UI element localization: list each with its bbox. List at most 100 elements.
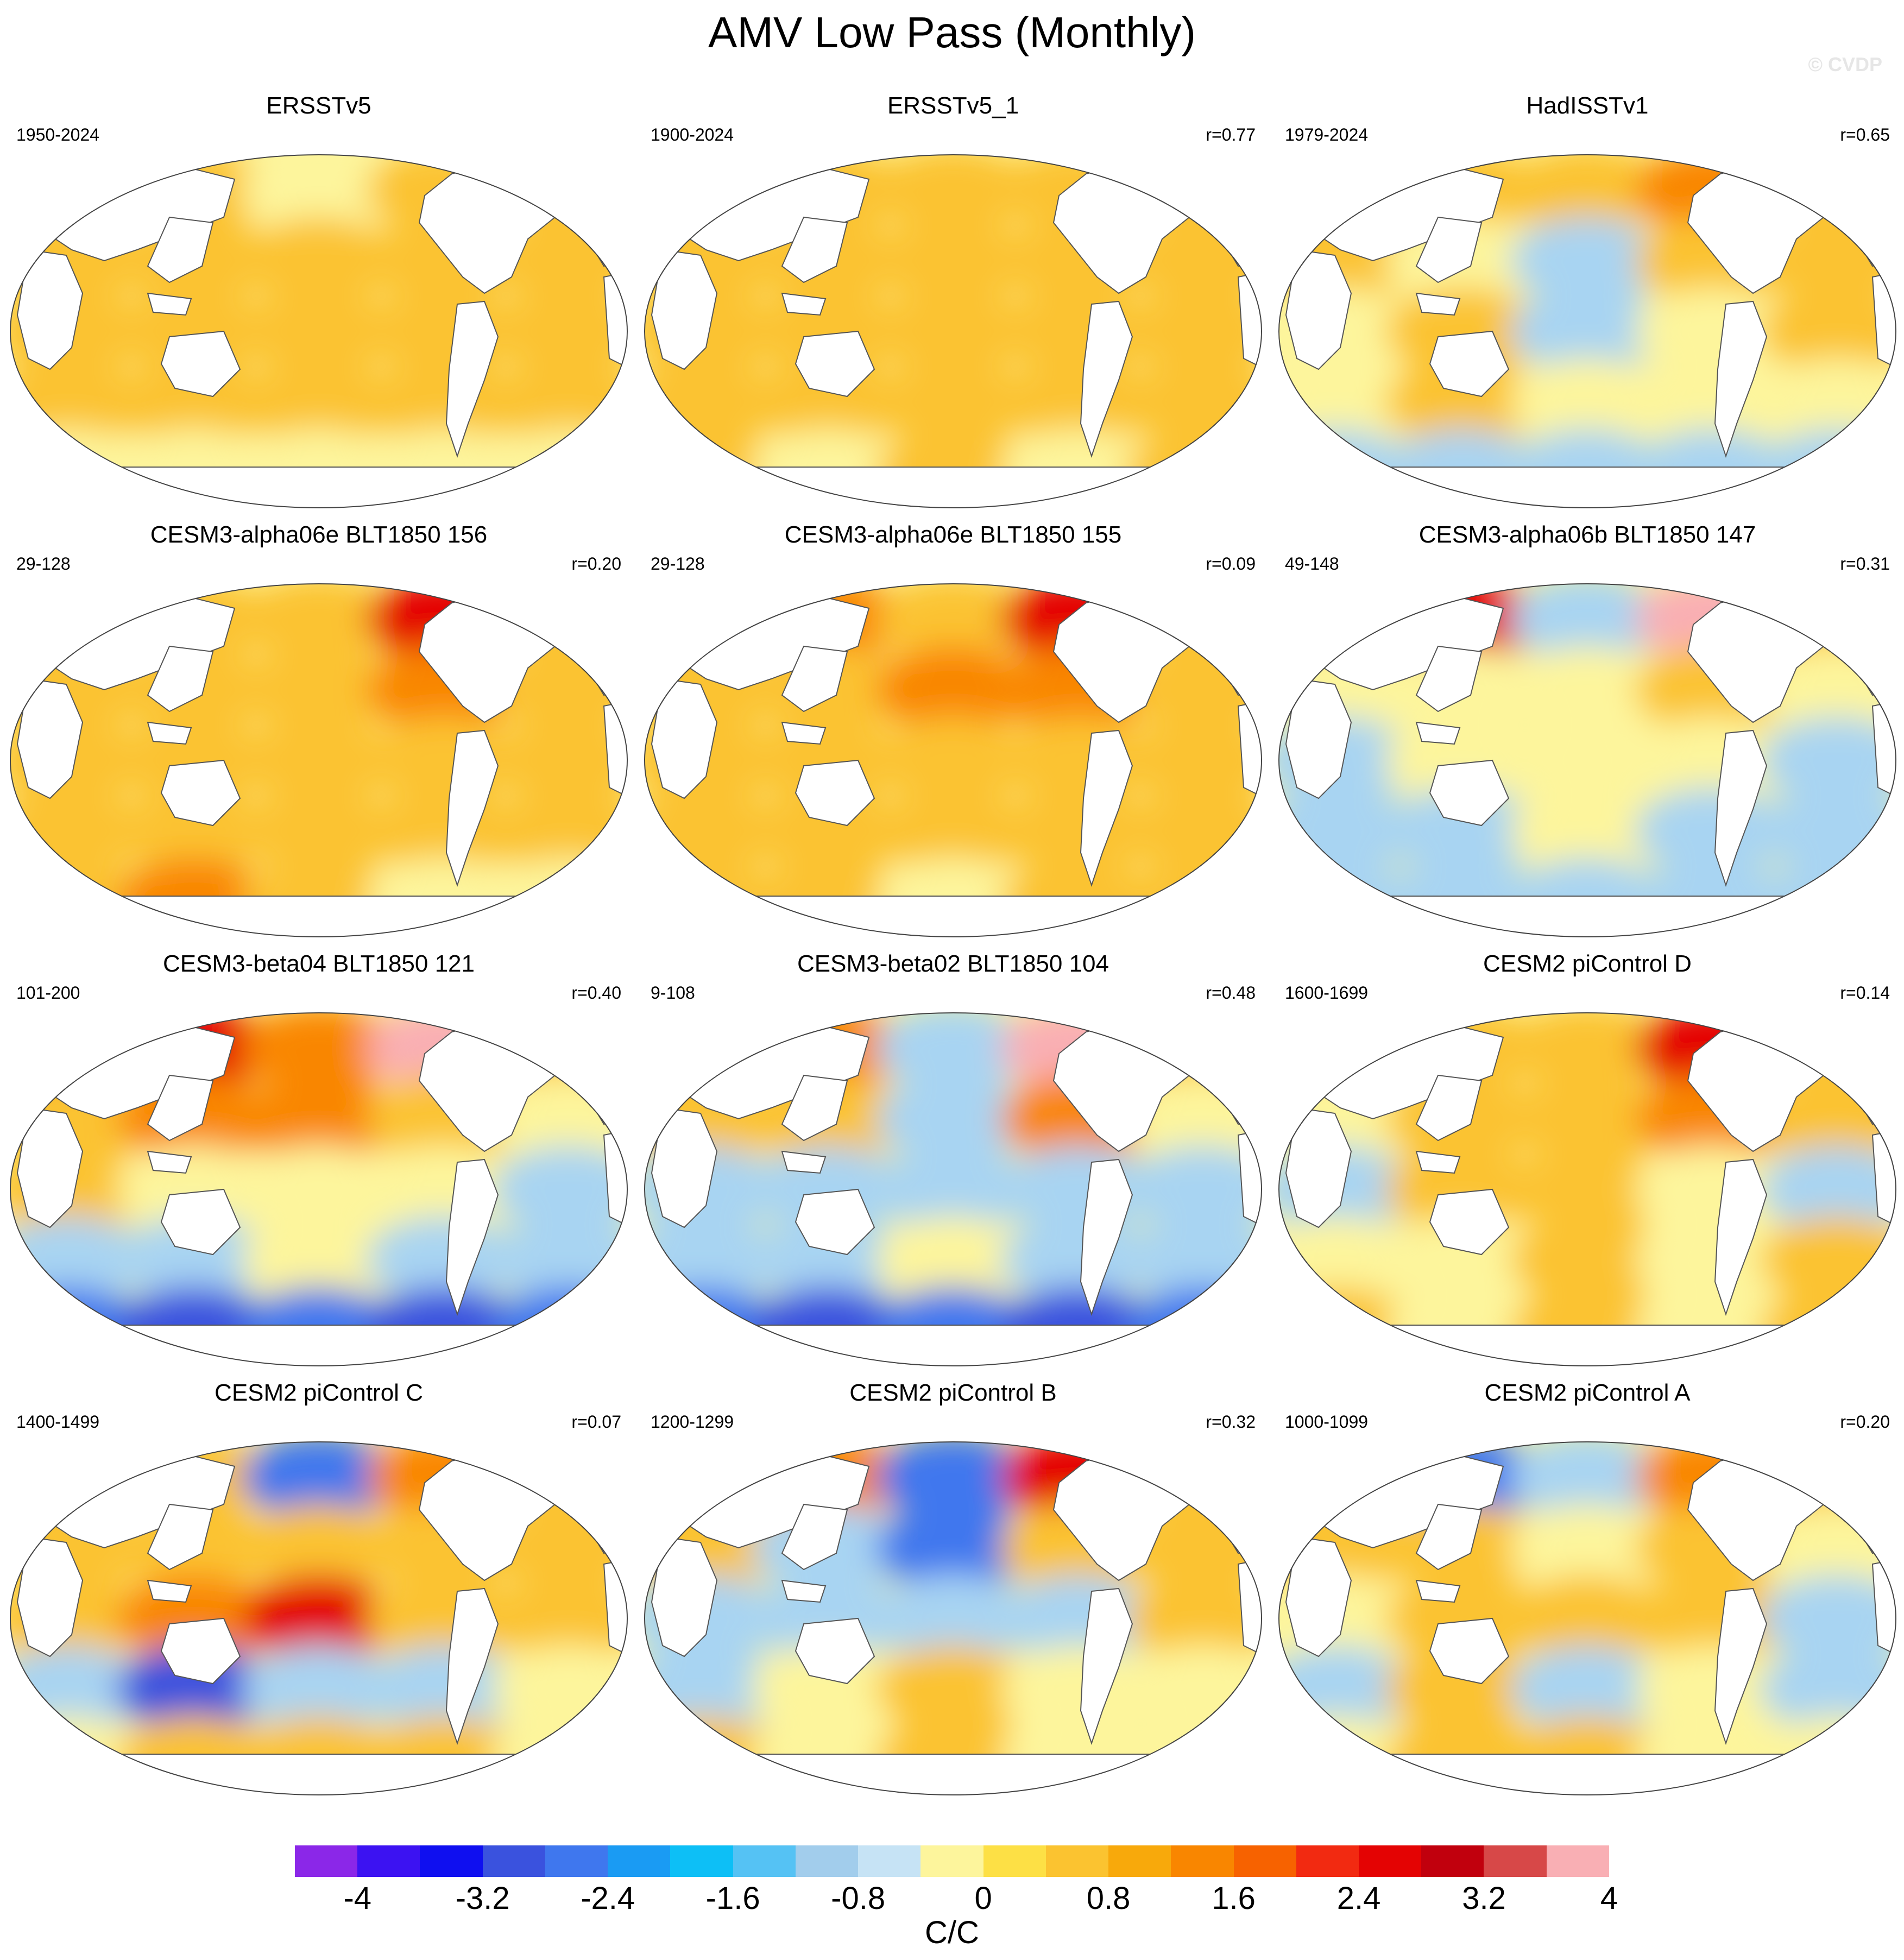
globe-outline	[1278, 583, 1896, 937]
land-mass	[1415, 645, 1483, 713]
anomaly-region	[875, 584, 1031, 663]
land-mass	[1279, 896, 1896, 937]
land-mass	[795, 1188, 875, 1256]
anomaly-region	[1510, 1216, 1665, 1304]
panel-period: 1600-1699	[1285, 983, 1369, 1003]
land-mass	[651, 1536, 718, 1658]
colorbar-swatch	[1045, 1845, 1109, 1877]
land-mass	[1279, 1325, 1896, 1366]
land-mass	[781, 1579, 827, 1603]
anomaly-region	[1510, 155, 1665, 234]
anomaly-region	[875, 1216, 1031, 1304]
land-mass	[1429, 1188, 1510, 1256]
colorbar-swatch	[1296, 1845, 1359, 1877]
panel-title: ERSSTv5	[266, 92, 371, 119]
land-mass	[527, 584, 578, 623]
land-mass	[1285, 1536, 1352, 1658]
land-mass	[160, 759, 241, 827]
land-mass	[445, 1158, 499, 1316]
colorbar-swatch	[545, 1845, 608, 1877]
anomaly-region	[1510, 217, 1665, 305]
land-mass	[147, 1503, 214, 1571]
colorbar-ticks: -4 -3.2 -2.4 -1.6 -0.8 0 0.8 1.6 2.4 3.2 4	[295, 1880, 1618, 1918]
colorbar-swatch	[1421, 1845, 1484, 1877]
anomaly-region	[751, 1645, 906, 1733]
land-mass	[1285, 1107, 1352, 1228]
land-mass	[1080, 300, 1133, 458]
land-mass	[527, 1442, 578, 1481]
global-map	[1278, 583, 1896, 937]
land-mass	[10, 1325, 627, 1366]
land-mass	[1795, 1442, 1846, 1481]
panel-title: CESM3-beta04 BLT1850 121	[163, 950, 475, 977]
land-mass	[1415, 292, 1461, 316]
map-panel: ERSSTv5 1950-2024	[7, 92, 631, 521]
anomaly-region	[875, 155, 1031, 234]
land-mass	[10, 896, 627, 937]
anomaly-region	[875, 217, 1031, 305]
anomaly-region	[1510, 787, 1665, 875]
anomaly-region	[241, 1574, 396, 1662]
global-map	[10, 1441, 628, 1795]
anomaly-region	[751, 1216, 906, 1304]
globe-outline	[10, 154, 628, 508]
land-mass	[1415, 1579, 1461, 1603]
land-mass	[1714, 300, 1768, 458]
globe-outline	[1278, 1441, 1896, 1795]
land-mass	[651, 249, 718, 370]
anomaly-region	[241, 155, 396, 234]
sst-anomaly-field	[645, 155, 1262, 508]
anomaly-region	[241, 1216, 396, 1304]
anomaly-region	[116, 787, 272, 875]
anomaly-region	[1510, 1075, 1665, 1163]
panel-title: ERSSTv5_1	[887, 92, 1019, 119]
anomaly-region	[751, 787, 906, 875]
map-panel: HadISSTv1 1979-2024 r=0.65	[1275, 92, 1900, 521]
panel-correlation: r=0.07	[571, 1412, 621, 1432]
land-mass	[160, 330, 241, 398]
sst-anomaly-field	[10, 155, 627, 508]
panel-period: 1400-1499	[16, 1412, 100, 1432]
anomaly-region	[1510, 1574, 1665, 1662]
panel-title: CESM3-alpha06e BLT1850 156	[150, 521, 488, 548]
anomaly-region	[751, 358, 906, 446]
anomaly-region	[875, 646, 1031, 734]
globe-outline	[644, 1441, 1262, 1795]
global-map	[1278, 1012, 1896, 1366]
anomaly-region	[241, 716, 396, 804]
map-panel: CESM2 piControl A 1000-1099 r=0.20	[1275, 1379, 1900, 1808]
land-mass	[16, 678, 84, 799]
colorbar-tick-label: -0.8	[831, 1881, 886, 1916]
land-mass	[10, 467, 627, 508]
panel-period: 101-200	[16, 983, 80, 1003]
land-mass	[1714, 1158, 1768, 1316]
land-mass	[527, 1013, 578, 1052]
map-panel: CESM3-beta04 BLT1850 121 101-200 r=0.40	[7, 950, 631, 1379]
colorbar-swatch	[983, 1845, 1046, 1877]
map-panel: CESM3-alpha06e BLT1850 155 29-128 r=0.09	[641, 521, 1265, 950]
colorbar-tick-label: 2.4	[1336, 1881, 1381, 1916]
map-panel: CESM2 piControl D 1600-1699 r=0.14	[1275, 950, 1900, 1379]
land-mass	[781, 292, 827, 316]
colorbar-swatch	[295, 1845, 358, 1877]
anomaly-region	[116, 358, 272, 446]
panel-title: CESM2 piControl A	[1484, 1379, 1691, 1406]
land-mass	[1415, 216, 1483, 283]
colorbar-swatch	[921, 1845, 983, 1877]
land-mass	[445, 300, 499, 458]
land-mass	[1795, 584, 1846, 623]
anomaly-region	[875, 1645, 1031, 1733]
anomaly-region	[1510, 716, 1665, 804]
colorbar-swatch	[670, 1845, 733, 1877]
land-mass	[1415, 1074, 1483, 1142]
colorbar-swatch	[1358, 1845, 1422, 1877]
anomaly-region	[116, 1216, 272, 1304]
colorbar-tick-label: 0.8	[1086, 1881, 1131, 1916]
figure-title: AMV Low Pass (Monthly)	[708, 8, 1196, 56]
anomaly-region	[875, 716, 1031, 804]
land-mass	[1795, 1013, 1846, 1052]
anomaly-region	[241, 1504, 396, 1592]
colorbar-swatch	[1233, 1845, 1296, 1877]
anomaly-region	[875, 287, 1031, 375]
panel-correlation: r=0.14	[1840, 983, 1890, 1003]
